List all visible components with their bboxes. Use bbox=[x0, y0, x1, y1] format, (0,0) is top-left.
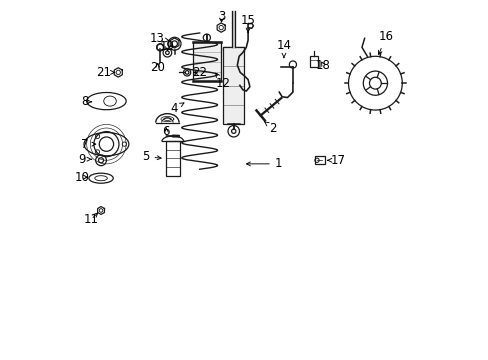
Text: 22: 22 bbox=[192, 66, 207, 79]
Text: 7: 7 bbox=[81, 138, 96, 150]
Text: 8: 8 bbox=[81, 95, 91, 108]
Text: 9: 9 bbox=[79, 153, 92, 166]
Text: 20: 20 bbox=[150, 61, 165, 74]
Bar bbox=[314, 156, 324, 164]
Text: 5: 5 bbox=[142, 150, 161, 163]
Text: 1: 1 bbox=[246, 157, 282, 170]
Text: 4: 4 bbox=[170, 102, 183, 115]
Text: 18: 18 bbox=[315, 59, 330, 72]
Text: 14: 14 bbox=[276, 39, 291, 58]
Bar bbox=[310, 56, 318, 67]
Bar bbox=[165, 141, 179, 176]
Text: 2: 2 bbox=[264, 122, 276, 135]
Text: 10: 10 bbox=[75, 171, 90, 184]
Bar bbox=[223, 46, 244, 125]
Text: 6: 6 bbox=[162, 125, 170, 138]
Text: 19: 19 bbox=[160, 40, 175, 53]
Bar bbox=[192, 42, 221, 81]
Text: 11: 11 bbox=[83, 213, 98, 226]
Text: 12: 12 bbox=[215, 73, 230, 90]
Text: 13: 13 bbox=[149, 32, 169, 45]
Text: 21: 21 bbox=[96, 66, 114, 79]
Text: 15: 15 bbox=[240, 14, 255, 32]
Bar bbox=[223, 46, 244, 51]
Text: 17: 17 bbox=[327, 154, 345, 167]
Text: 3: 3 bbox=[218, 10, 225, 23]
Text: 16: 16 bbox=[378, 30, 393, 55]
